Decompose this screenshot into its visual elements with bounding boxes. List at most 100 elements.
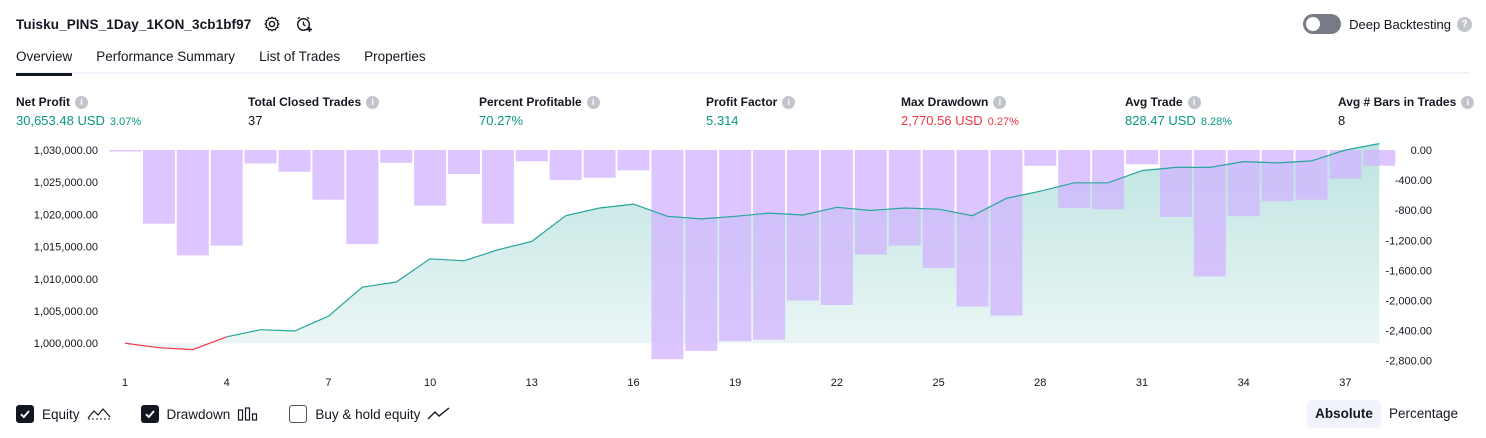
stat-percent: 0.27% [987, 116, 1019, 128]
info-icon[interactable]: i [993, 95, 1007, 109]
tab-overview[interactable]: Overview [16, 44, 73, 76]
right-axis-tick-label: -2,800.00 [1386, 356, 1432, 368]
equity-loss-line [124, 336, 227, 351]
drawdown-bar [380, 150, 413, 163]
drawdown-bar [685, 150, 718, 351]
stat-value: 37 [248, 113, 263, 128]
drawdown-bar [719, 150, 752, 342]
mode-percentage-button[interactable]: Percentage [1388, 406, 1458, 421]
drawdown-bar [888, 150, 921, 246]
report-tabs: Overview Performance Summary List of Tra… [16, 44, 1470, 76]
drawdown-bar [481, 150, 514, 224]
x-axis-tick-label: 31 [1136, 377, 1148, 389]
info-icon[interactable]: i [75, 95, 88, 109]
left-axis-tick-label: 1,025,000.00 [34, 177, 98, 189]
chart-mode-switch: Absolute Percentage [1307, 400, 1466, 428]
stat-value: 5.314 [706, 113, 739, 128]
stat-net-profit: Net Profit i 30,653.48 USD 3.07% [16, 94, 141, 128]
drawdown-bar [244, 150, 277, 164]
x-axis-tick-label: 7 [325, 377, 331, 389]
drawdown-bar [312, 150, 345, 200]
info-icon[interactable]: i [586, 95, 600, 109]
drawdown-bar [787, 150, 819, 301]
strategy-header: Tuisku_PINS_1Day_1KON_3cb1bf97 [16, 12, 315, 36]
drawdown-bar [1126, 150, 1158, 165]
drawdown-bar [990, 150, 1023, 316]
right-axis-tick-label: -800.00 [1395, 205, 1432, 217]
stat-value: 828.47 USD [1125, 113, 1196, 128]
stat-avg-trade: Avg Trade i 828.47 USD 8.28% [1125, 94, 1232, 128]
x-axis-tick-label: 22 [831, 377, 843, 389]
left-axis-tick-label: 1,005,000.00 [34, 306, 98, 318]
stat-label: Percent Profitable [479, 95, 582, 109]
right-axis-tick-label: -1,200.00 [1386, 235, 1432, 247]
stat-label: Max Drawdown [901, 95, 989, 109]
drawdown-bar [210, 150, 243, 246]
settings-gear-icon[interactable] [261, 13, 283, 35]
x-axis-tick-label: 25 [932, 377, 944, 389]
drawdown-bar [176, 150, 209, 256]
x-axis-tick-label: 4 [224, 377, 230, 389]
right-axis-tick-label: -2,400.00 [1386, 326, 1432, 338]
stat-value: 2,770.56 USD [901, 113, 983, 128]
drawdown-bar [753, 150, 786, 340]
drawdown-bar [1295, 150, 1328, 200]
checkbox-checked-icon[interactable] [16, 405, 34, 423]
legend-drawdown[interactable]: Drawdown [140, 405, 260, 423]
stat-value: 30,653.48 USD [16, 113, 105, 128]
right-axis-tick-label: -2,000.00 [1386, 296, 1432, 308]
mode-absolute-button[interactable]: Absolute [1307, 400, 1381, 428]
stat-percent-profitable: Percent Profitable i 70.27% [479, 94, 600, 128]
stat-label: Net Profit [16, 95, 70, 109]
left-axis-tick-label: 1,030,000.00 [34, 145, 98, 157]
x-axis-tick-label: 34 [1238, 377, 1250, 389]
stat-label: Avg # Bars in Trades [1338, 95, 1457, 109]
checkbox-unchecked-icon[interactable] [289, 405, 308, 423]
info-icon[interactable]: i [366, 95, 380, 109]
drawdown-bar [414, 150, 447, 206]
add-alert-clock-icon[interactable] [293, 13, 315, 35]
equity-line-icon [87, 406, 111, 422]
stat-avg-bars-in-trades: Avg # Bars in Trades i 8 [1338, 94, 1475, 128]
chart-legend: Equity Drawdown Buy & hold equity [16, 402, 481, 426]
equity-line [226, 143, 1380, 338]
drawdown-bar [956, 150, 989, 307]
equity-drawdown-chart[interactable]: 1,030,000.00 1,025,000.00 1,020,000.00 1,01… [0, 138, 1486, 394]
left-axis-tick-label: 1,020,000.00 [34, 209, 98, 221]
deep-backtesting-toggle[interactable] [1303, 14, 1342, 34]
drawdown-bar [1227, 150, 1260, 217]
tab-list-of-trades[interactable]: List of Trades [259, 49, 341, 64]
drawdown-bar [651, 150, 684, 360]
drawdown-bar [346, 150, 379, 245]
stat-percent: 3.07% [109, 116, 142, 128]
drawdown-bar [854, 150, 887, 255]
right-axis-tick-label: -1,600.00 [1386, 265, 1432, 277]
x-axis-tick-label: 1 [122, 377, 128, 389]
legend-buy-hold-label: Buy & hold equity [315, 406, 421, 422]
right-axis-tick-label: -400.00 [1395, 175, 1432, 187]
legend-buy-hold-equity[interactable]: Buy & hold equity [289, 405, 451, 423]
legend-equity[interactable]: Equity [16, 405, 111, 423]
drawdown-bar [1193, 150, 1226, 277]
x-axis-tick-label: 19 [729, 377, 741, 389]
tab-properties[interactable]: Properties [364, 49, 426, 64]
stat-max-drawdown: Max Drawdown i 2,770.56 USD 0.27% [901, 94, 1019, 128]
info-icon[interactable]: i [782, 95, 796, 109]
info-icon[interactable]: i [1187, 95, 1201, 109]
deep-backtesting-control: Deep Backtesting ? [1303, 12, 1472, 36]
help-question-icon[interactable]: ? [1457, 16, 1472, 32]
left-axis-tick-label: 1,000,000.00 [34, 338, 98, 350]
stat-label: Profit Factor [706, 95, 778, 109]
drawdown-bar [1024, 150, 1057, 166]
drawdown-bar [583, 150, 616, 178]
drawdown-bar [820, 150, 853, 305]
deep-backtesting-label: Deep Backtesting [1349, 16, 1451, 32]
checkbox-checked-icon[interactable] [140, 405, 159, 423]
tab-performance-summary[interactable]: Performance Summary [96, 49, 236, 64]
drawdown-bar [142, 150, 175, 224]
right-axis-tick-label: 0.00 [1411, 145, 1432, 157]
drawdown-bars-icon [237, 406, 259, 422]
toggle-knob [1306, 17, 1321, 31]
drawdown-bar [617, 150, 650, 171]
info-icon[interactable]: i [1461, 95, 1475, 109]
